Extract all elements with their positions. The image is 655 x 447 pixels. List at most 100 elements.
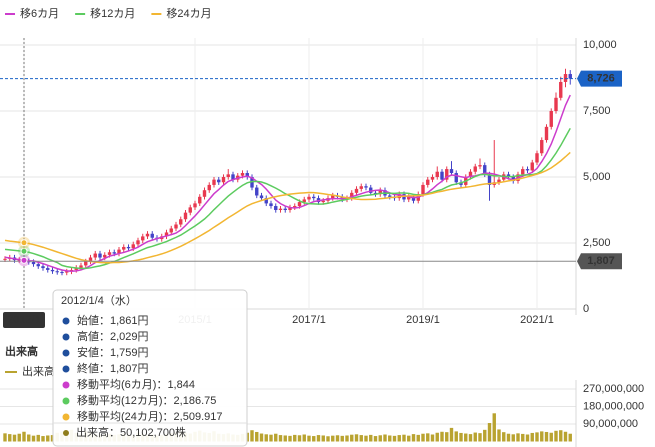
candle-body [3, 258, 7, 260]
volume-bar [331, 435, 335, 442]
volume-bar [554, 430, 558, 442]
candle-body [65, 271, 69, 273]
volume-bar [12, 434, 17, 442]
candle-body [255, 187, 259, 196]
volume-bar [411, 434, 416, 442]
candle-body [388, 195, 392, 197]
candle-body [136, 240, 140, 245]
candle-body [373, 192, 378, 195]
ma-line [4, 127, 571, 270]
tooltip-dot [62, 317, 70, 325]
x-tick-highlight [3, 312, 45, 328]
last-price-box [577, 70, 622, 87]
tooltip-row: 移動平均(6カ月)：1,844 [77, 377, 195, 391]
legend-item[interactable]: 移12カ月 [75, 7, 135, 20]
volume-bar [383, 434, 387, 442]
candle-body [174, 224, 178, 229]
candle-body [240, 173, 245, 176]
volume-bar [435, 432, 439, 442]
tooltip-row: 安値：1,759円 [77, 345, 149, 359]
volume-bar [473, 432, 477, 442]
candle-body [563, 74, 568, 82]
volume-bar [31, 435, 36, 442]
candle-body [269, 203, 273, 207]
highlight-point [20, 256, 28, 264]
candle-body [107, 252, 112, 255]
tooltip-date: 2012/1/4（水） [61, 294, 137, 307]
candle-body [454, 173, 458, 183]
tooltip-row: 移動平均(24カ月)：2,509.917 [77, 409, 223, 423]
candle-body [521, 169, 525, 175]
candle-body [198, 196, 202, 204]
tooltip: 2012/1/4（水） 始値：1,861円高値：2,029円安値：1,759円終値… [52, 289, 248, 447]
candle-body [312, 196, 316, 199]
candle-body [540, 140, 544, 154]
y-tick-label: 0 [583, 303, 589, 315]
candle-body [150, 233, 154, 238]
y-tick-label: 5,000 [583, 171, 611, 183]
candle-body [36, 264, 40, 267]
candle-body [74, 267, 78, 270]
volume-bar [407, 435, 411, 442]
volume-bar [516, 433, 520, 442]
candle-body [293, 206, 297, 208]
candle-body [445, 169, 449, 180]
candle-body [274, 206, 278, 210]
candle-body [179, 219, 183, 225]
volume-bar [402, 434, 406, 442]
volume-bar [559, 430, 563, 442]
candle-body [430, 177, 435, 180]
volume-bar [483, 429, 487, 442]
volume-bar [340, 435, 344, 442]
volume-bar [521, 433, 525, 442]
candle-body [426, 179, 430, 185]
candle-body [126, 246, 131, 249]
candle-body [487, 174, 492, 185]
y-tick-label: 7,500 [583, 105, 611, 117]
volume-bar [506, 433, 511, 442]
legend-item[interactable]: 移24カ月 [151, 7, 212, 20]
volume-bar [312, 436, 316, 442]
tooltip-dot [62, 333, 70, 341]
volume-bar [468, 434, 473, 442]
tooltip-row: 終値：1,807円 [77, 361, 149, 375]
volume-legend[interactable]: 出来高 [5, 364, 55, 378]
volume-bar [274, 433, 278, 442]
candle-body [544, 126, 549, 141]
candle-body [98, 253, 102, 258]
volume-title: 出来高 [5, 344, 38, 358]
tooltip-dot [63, 430, 69, 436]
tooltip-dot [62, 397, 70, 405]
candle-body [193, 203, 197, 208]
highlight-point [20, 247, 28, 255]
volume-bar [316, 435, 321, 442]
volume-bar [293, 434, 297, 442]
candle-body [169, 228, 173, 233]
volume-bar [321, 435, 325, 442]
legend-item[interactable]: 移6カ月 [5, 7, 59, 20]
candle-body [207, 184, 211, 191]
y-tick-label: 90,000,000 [583, 418, 638, 430]
tooltip-dot [62, 349, 70, 357]
ma-line [4, 94, 571, 272]
candle-body [497, 179, 501, 183]
candle-body [217, 179, 221, 183]
volume-bar [530, 432, 534, 442]
candle-body [46, 268, 50, 270]
volume-bar [563, 431, 568, 442]
volume-bar [359, 435, 363, 442]
candle-body [250, 177, 254, 188]
x-tick-label: 2012/1 [7, 314, 41, 326]
candle-body [530, 162, 534, 171]
volume-bar [350, 434, 354, 442]
candle-body [31, 262, 36, 265]
volume-bar [525, 434, 530, 442]
crosshair-box [577, 253, 622, 270]
crosshair-label: 1,807 [587, 255, 615, 267]
candle-body [307, 196, 311, 200]
candle-body [55, 271, 59, 273]
candle-body [331, 195, 335, 199]
candle-body [506, 174, 511, 177]
candle-body [164, 232, 169, 237]
volume-bar [511, 434, 515, 442]
